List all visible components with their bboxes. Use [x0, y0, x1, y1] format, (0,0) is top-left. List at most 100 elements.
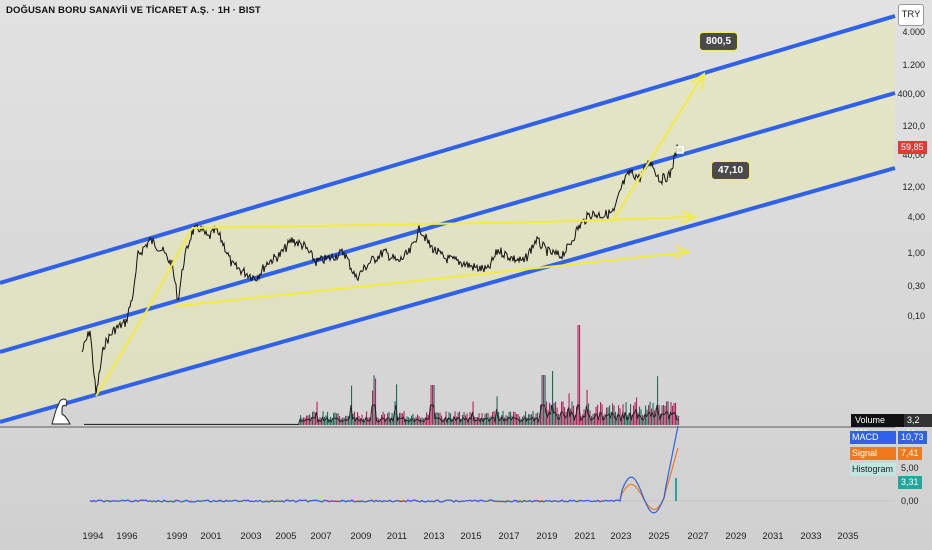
volume-bar: [637, 412, 639, 425]
volume-bar: [591, 416, 593, 425]
volume-bar: [535, 413, 537, 425]
currency-button[interactable]: TRY: [898, 4, 924, 26]
time-axis-label: 2031: [762, 531, 783, 542]
volume-bar: [603, 415, 605, 425]
volume-bar: [349, 411, 351, 425]
volume-bar: [373, 375, 375, 425]
price-scale-label: 12,00: [902, 182, 925, 192]
target-marker: [676, 146, 684, 154]
macd-value: 10,73: [898, 431, 927, 444]
time-axis-label: 2001: [200, 531, 221, 542]
volume-bar: [343, 417, 345, 425]
dinosaur-logo-icon: [51, 398, 71, 425]
volume-bar: [328, 418, 330, 425]
macd-scale-5: 5,00: [901, 463, 919, 473]
volume-bar: [409, 418, 411, 425]
volume-bar: [520, 418, 522, 425]
volume-bar: [325, 415, 327, 425]
volume-legend[interactable]: Volume MA 3,2 M: [851, 414, 932, 438]
price-scale-label: 0,30: [907, 281, 925, 291]
time-axis-label: 2025: [648, 531, 669, 542]
time-axis-label: 2003: [240, 531, 261, 542]
volume-bar: [456, 416, 458, 425]
volume-bar: [444, 418, 446, 425]
volume-bar: [402, 413, 404, 425]
macd-legend[interactable]: MACD Signal Histogram: [850, 431, 896, 476]
channel-upper-line[interactable]: [0, 14, 896, 285]
volume-bar: [508, 411, 510, 425]
volume-bar: [577, 325, 579, 425]
time-axis-label: 2011: [387, 531, 407, 542]
macd-scale-0: 0,00: [901, 496, 919, 506]
volume-bar: [460, 418, 462, 425]
time-axis-label: 1996: [116, 531, 137, 542]
volume-bar: [370, 416, 372, 425]
volume-bar: [651, 408, 653, 425]
volume-bar: [489, 417, 491, 425]
volume-bar: [396, 384, 398, 425]
volume-bar: [333, 412, 335, 425]
time-axis-label: 2013: [423, 531, 444, 542]
volume-bar: [307, 415, 309, 425]
time-axis-label: 2035: [837, 531, 858, 542]
volume-bar: [565, 411, 567, 425]
volume-bar: [607, 407, 609, 425]
signal-label: Signal: [852, 448, 878, 458]
price-scale[interactable]: 4.000 1.200 400,00 120,0 40,00 12,00 4,00 1,00 0…: [897, 27, 925, 321]
support-price-badge[interactable]: 47,10: [711, 161, 751, 180]
time-axis-label: 2027: [687, 531, 708, 542]
time-axis[interactable]: 1994 1996 1999 2001 2003 2005 2007 2009 2011 2013…: [82, 531, 858, 542]
target-price-badge[interactable]: 800,5: [699, 32, 739, 51]
time-axis-label: 2019: [536, 531, 557, 542]
volume-bar: [543, 375, 545, 425]
volume-bar: [490, 415, 492, 425]
volume-bar: [661, 405, 663, 425]
volume-bar: [580, 416, 582, 425]
volume-bar: [633, 405, 635, 425]
volume-bar: [598, 416, 600, 425]
volume-bar: [600, 402, 602, 425]
symbol-title[interactable]: DOĞUSAN BORU SANAYİİ VE TİCARET A.Ş. · 1…: [6, 5, 261, 16]
volume-bar: [664, 405, 666, 425]
volume-bar: [336, 413, 338, 425]
volume-bar: [298, 424, 300, 425]
time-axis-label: 2023: [610, 531, 631, 542]
volume-bar: [321, 418, 323, 425]
volume-bar: [486, 413, 488, 425]
volume-bar: [583, 409, 585, 425]
volume-bar: [453, 416, 455, 425]
volume-bar: [405, 418, 407, 425]
channel-lower-line[interactable]: [0, 166, 896, 424]
volume-bar: [624, 412, 626, 425]
volume-bar: [534, 417, 536, 425]
volume-bar: [393, 417, 395, 425]
volume-bar: [385, 418, 387, 425]
volume-bar: [585, 410, 587, 425]
price-scale-label: 120,0: [902, 121, 925, 131]
volume-bar: [561, 401, 563, 425]
volume-bar: [669, 414, 671, 425]
volume-bar: [499, 416, 501, 425]
volume-bar: [477, 417, 479, 425]
volume-bar: [429, 413, 431, 425]
volume-bar: [427, 414, 429, 425]
time-axis-label: 2015: [460, 531, 481, 542]
price-scale-label: 1.200: [902, 60, 925, 70]
volume-bar: [348, 415, 350, 425]
macd-pane: [89, 425, 895, 514]
volume-bar: [513, 411, 515, 425]
channel-middle-line[interactable]: [0, 91, 896, 354]
volume-bar: [495, 418, 497, 425]
volume-bar: [397, 416, 399, 425]
volume-bar: [627, 415, 629, 425]
volume-bar: [567, 409, 569, 425]
volume-bar: [504, 417, 506, 425]
volume-bar: [399, 412, 401, 425]
volume-bar: [621, 416, 623, 425]
volume-bar: [394, 401, 396, 425]
volume-bar: [468, 418, 470, 425]
volume-bar: [381, 414, 383, 425]
volume-bar: [462, 414, 464, 425]
